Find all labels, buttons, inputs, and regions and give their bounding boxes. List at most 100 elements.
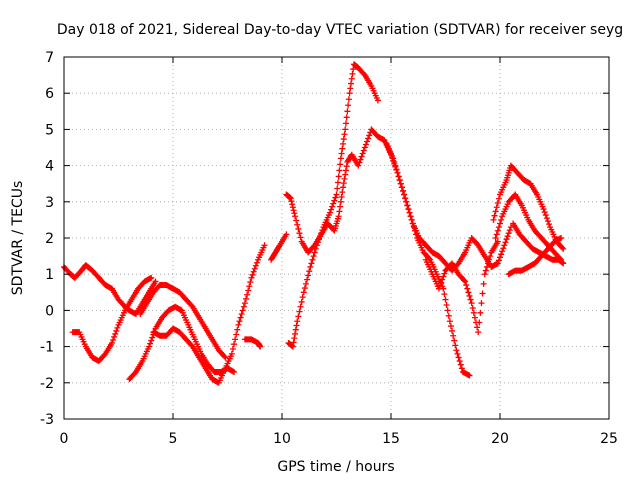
x-tick-label: 15	[382, 431, 400, 447]
data-point	[544, 218, 551, 225]
data-point	[221, 353, 228, 360]
data-point	[344, 108, 351, 115]
data-point	[290, 207, 297, 214]
data-point	[252, 262, 259, 269]
data-points	[61, 61, 567, 386]
data-point	[481, 271, 488, 278]
data-point	[426, 255, 433, 262]
data-point	[464, 285, 471, 292]
data-point	[486, 256, 493, 263]
series-track-b	[69, 274, 155, 365]
data-point	[395, 173, 402, 180]
data-point	[348, 75, 355, 82]
data-point	[485, 260, 492, 267]
data-point	[457, 361, 464, 368]
data-point	[243, 295, 250, 302]
data-point	[301, 285, 308, 292]
data-point	[494, 238, 501, 245]
data-point	[338, 150, 345, 157]
x-axis-ticks: 0 5 10 15 20 25	[60, 57, 618, 447]
data-point	[492, 208, 499, 215]
data-point	[361, 144, 368, 151]
data-point	[465, 289, 472, 296]
data-point	[476, 319, 483, 326]
data-point	[493, 231, 500, 238]
data-point	[334, 185, 341, 192]
data-point	[498, 216, 505, 223]
x-tick-label: 20	[491, 431, 509, 447]
data-point	[291, 335, 298, 342]
data-point	[474, 324, 481, 331]
data-point	[394, 169, 401, 176]
data-point	[336, 167, 343, 174]
data-point	[246, 283, 253, 290]
data-point	[310, 243, 317, 250]
y-tick-label: 6	[45, 86, 54, 102]
series-track-l	[490, 162, 567, 252]
y-tick-label: 4	[45, 159, 54, 175]
data-point	[482, 267, 489, 274]
data-point	[333, 191, 340, 198]
data-point	[250, 268, 257, 275]
y-tick-label: -1	[40, 340, 54, 356]
data-point	[335, 213, 342, 220]
data-point	[296, 230, 303, 237]
data-point	[390, 155, 397, 162]
y-tick-label: -2	[40, 376, 54, 392]
data-point	[233, 331, 240, 338]
data-point	[497, 254, 503, 261]
data-point	[276, 243, 283, 250]
data-point	[463, 282, 470, 289]
data-point	[546, 221, 553, 228]
data-point	[148, 337, 155, 344]
grid	[64, 57, 609, 419]
data-point	[439, 276, 446, 283]
data-point	[444, 307, 451, 314]
data-point	[248, 274, 255, 281]
data-point	[334, 179, 341, 186]
data-point	[341, 131, 348, 138]
data-point	[435, 285, 442, 292]
data-point	[490, 216, 497, 223]
data-point	[288, 198, 295, 205]
data-point	[501, 242, 508, 249]
data-point	[441, 291, 448, 298]
data-point	[402, 195, 409, 202]
data-point	[437, 282, 444, 289]
data-point	[441, 270, 448, 277]
data-point	[188, 302, 195, 309]
data-point	[257, 343, 264, 350]
data-point	[239, 307, 246, 314]
data-point	[294, 221, 301, 228]
data-point	[311, 249, 318, 256]
data-point	[292, 330, 299, 337]
data-point	[451, 337, 458, 344]
data-point	[292, 326, 299, 333]
data-point	[241, 300, 248, 307]
data-point	[560, 245, 567, 252]
data-point	[374, 97, 381, 104]
data-point	[292, 213, 299, 220]
data-point	[470, 309, 477, 316]
data-point	[349, 70, 356, 77]
y-tick-label: 3	[45, 195, 54, 211]
data-point	[114, 324, 121, 331]
y-tick-label: -3	[40, 412, 54, 428]
data-point	[474, 241, 481, 248]
data-point	[232, 336, 239, 343]
data-point	[497, 220, 503, 227]
data-point	[466, 372, 473, 379]
y-axis-label: SDTVAR / TECUs	[10, 181, 26, 296]
series-track-g	[268, 231, 290, 263]
data-point	[101, 352, 108, 359]
y-tick-label: 1	[45, 267, 54, 283]
data-point	[540, 206, 547, 213]
data-point	[340, 140, 347, 147]
data-point	[309, 256, 316, 263]
data-point	[447, 323, 454, 330]
data-point	[240, 303, 247, 310]
data-point	[293, 322, 300, 329]
data-point	[299, 294, 306, 301]
data-point	[297, 234, 304, 241]
data-point	[454, 350, 461, 357]
